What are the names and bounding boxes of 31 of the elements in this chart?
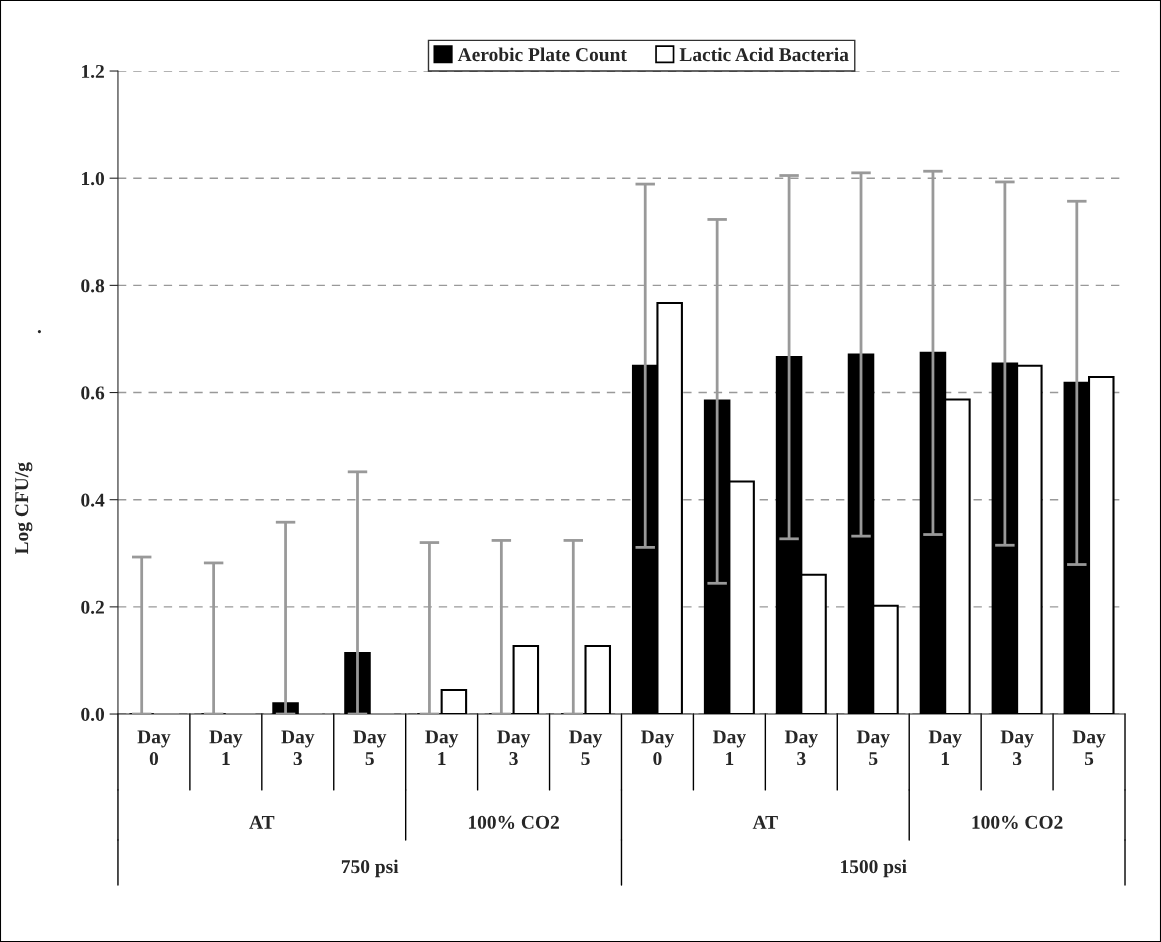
x-tick-label: Day 5: [569, 730, 603, 766]
x-tick-label: Day 5: [353, 730, 387, 766]
y-tick-label: 0.0: [81, 707, 105, 722]
x-tick-label: Day 0: [641, 730, 674, 766]
y-tick-label: 0.8: [81, 279, 105, 293]
text: 100% CO2: [468, 815, 559, 829]
x-tick-label: Day 5: [1072, 730, 1106, 766]
x-tick-label: Day 1: [712, 730, 746, 765]
x-tick-label: Day 3: [281, 730, 315, 766]
y-tick-label: 0.2: [81, 600, 104, 614]
y-axis-title: Log CFU/g: [15, 462, 33, 555]
legend-label: Aerobic Plate Count: [457, 47, 627, 62]
text: AT: [249, 815, 275, 829]
y-tick-label: 0.6: [81, 386, 105, 400]
text: AT: [752, 815, 778, 829]
x-tick-label: Day 1: [425, 730, 459, 765]
x-tick-label: Day 1: [928, 730, 962, 765]
text: .: [37, 330, 41, 334]
text: 100% CO2: [972, 815, 1063, 829]
x-tick-label: Day 5: [856, 730, 890, 766]
x-tick-label: Day 3: [1000, 730, 1034, 766]
x-tick-label: Day 0: [137, 730, 171, 766]
y-tick-label: 1.0: [82, 172, 105, 186]
text: 1500 psi: [841, 859, 907, 878]
x-tick-label: Day 3: [497, 730, 531, 766]
y-tick-label: 0.4: [81, 493, 105, 507]
y-tick-label: 1.2: [82, 64, 104, 79]
x-tick-label: Day 3: [784, 730, 818, 766]
legend-label: Lactic Acid Bacteria: [679, 47, 849, 62]
x-tick-label: Day 1: [209, 730, 243, 765]
text: 750 psi: [341, 859, 399, 878]
